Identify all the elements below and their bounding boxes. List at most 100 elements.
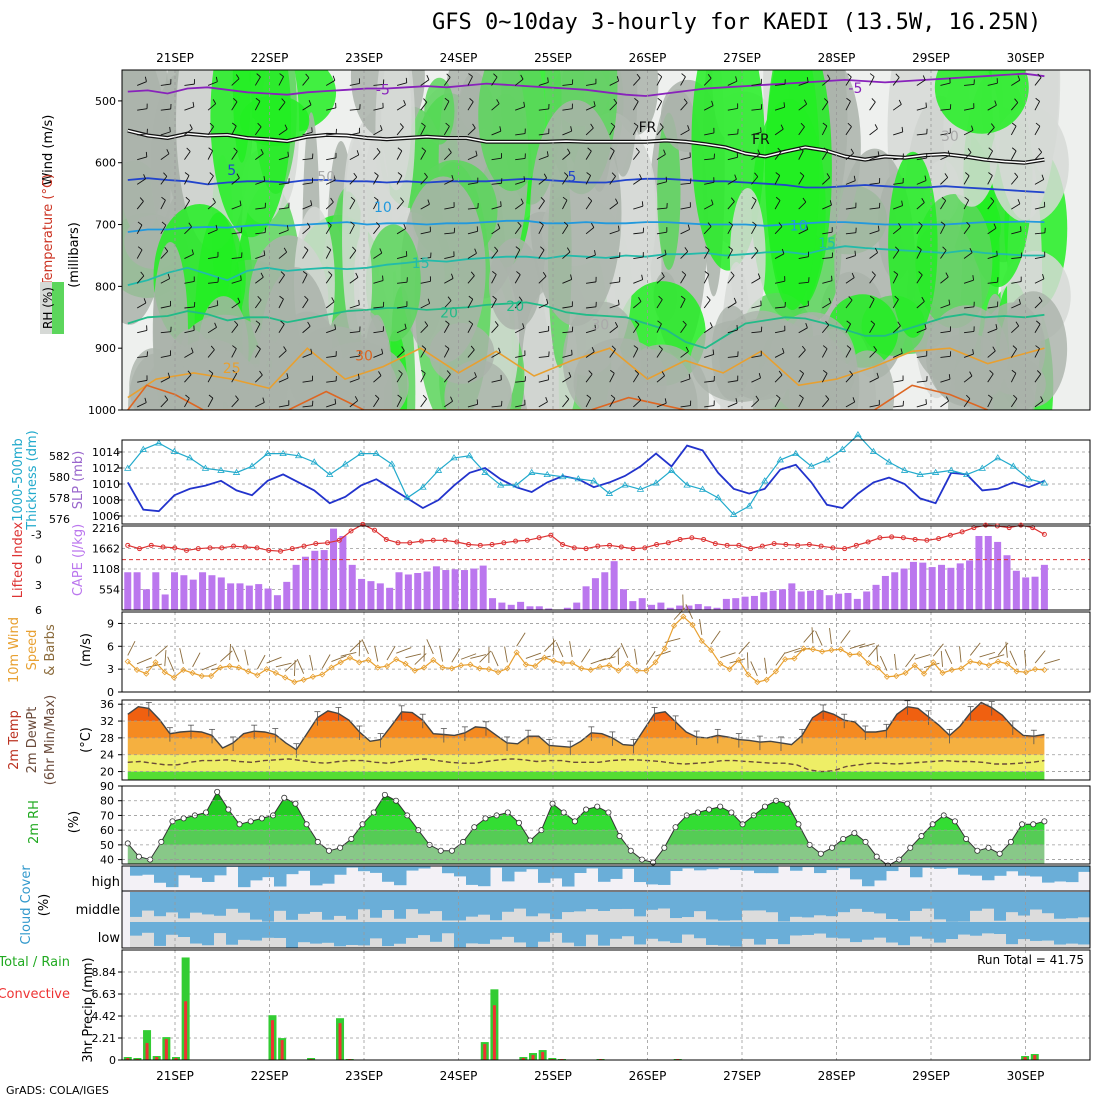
cloud-mid-bar bbox=[214, 892, 227, 916]
wind-barb bbox=[278, 350, 287, 358]
wind-barb-flag bbox=[736, 325, 738, 331]
li-ytick-label: 0 bbox=[35, 554, 42, 567]
wind-speed-point bbox=[346, 654, 354, 661]
wind-barb-flag bbox=[871, 271, 876, 276]
wind-barb-flag bbox=[898, 222, 902, 228]
wind-barb bbox=[821, 373, 828, 383]
thickness-point bbox=[217, 466, 225, 473]
cloud-low-bar bbox=[250, 922, 263, 941]
wind-barb bbox=[491, 130, 502, 136]
wind-barb-flag bbox=[965, 394, 971, 400]
wind-barb bbox=[916, 133, 927, 136]
wind-barb-10m bbox=[1005, 641, 1008, 658]
wind-barb bbox=[467, 76, 473, 86]
cape-bar bbox=[535, 606, 543, 610]
wind-barb-flag bbox=[847, 73, 852, 78]
wind-barb bbox=[1010, 150, 1017, 160]
cloud-low-bar bbox=[922, 922, 935, 939]
rh-point bbox=[437, 847, 444, 854]
cape-bar bbox=[451, 569, 459, 610]
cape-bar bbox=[526, 606, 534, 610]
cloud-mid-bar bbox=[1066, 892, 1079, 919]
cloud-low-bar bbox=[526, 922, 539, 948]
wind-speed-point bbox=[828, 647, 835, 654]
wind-barb-flag bbox=[588, 370, 593, 375]
wind-speed-point bbox=[254, 672, 261, 679]
cloud-low-bar bbox=[622, 922, 635, 937]
wind-ylabel-speed: Speed bbox=[25, 630, 40, 671]
rh-point bbox=[348, 835, 355, 842]
cloud-high-bar bbox=[1030, 866, 1043, 877]
cloud-low-bar bbox=[418, 922, 431, 936]
wind-barb-flag bbox=[854, 250, 856, 256]
wind-barb-flag bbox=[893, 271, 899, 275]
wind-barb-10m bbox=[879, 655, 888, 671]
wind-barb-flag bbox=[684, 247, 689, 252]
cloud-mid-bar bbox=[814, 892, 827, 916]
wind-barb bbox=[845, 255, 856, 259]
wind-barb-flag bbox=[924, 175, 927, 181]
wind-barb-flag bbox=[279, 295, 284, 300]
wind-barb-flag bbox=[711, 199, 714, 205]
rh-point bbox=[258, 815, 265, 822]
cloud-high-bar bbox=[850, 866, 863, 880]
wind-barb bbox=[562, 130, 572, 136]
wind-barb bbox=[420, 101, 428, 111]
slp-ytick-label: 1012 bbox=[92, 462, 120, 475]
wind-barb bbox=[845, 323, 852, 333]
wind-barb-flag bbox=[967, 148, 972, 153]
wind-barb bbox=[231, 177, 240, 185]
cloud-low-bar bbox=[730, 922, 743, 947]
wind-barb bbox=[821, 101, 829, 111]
wind-barb-flag bbox=[822, 369, 828, 374]
wind-barb bbox=[184, 329, 195, 334]
cape-bar bbox=[881, 575, 889, 610]
wind-barb bbox=[255, 207, 266, 210]
thickness-point bbox=[139, 445, 147, 452]
cloud-mid-bar bbox=[670, 892, 683, 919]
cloud-mid-bar bbox=[526, 892, 539, 917]
wind-barb bbox=[704, 405, 715, 408]
thickness-point bbox=[248, 462, 256, 469]
wind-barb-flag bbox=[331, 297, 335, 303]
wind-barb bbox=[774, 175, 781, 185]
wind-barb-10m bbox=[959, 646, 962, 663]
cloud-mid-bar bbox=[1006, 892, 1019, 913]
wind-barb-flag bbox=[775, 172, 780, 176]
wind-barb bbox=[869, 128, 878, 136]
wind-barb-flag bbox=[822, 122, 828, 127]
cloud-high-bar bbox=[862, 866, 875, 887]
wind-barb-10m bbox=[590, 658, 606, 665]
wind-barb-flag bbox=[358, 299, 360, 306]
rh-point bbox=[1007, 838, 1014, 845]
cape-bar bbox=[666, 607, 674, 610]
wind-barb-flag bbox=[874, 124, 878, 130]
wind-barb bbox=[987, 373, 994, 383]
wind-barb bbox=[704, 132, 715, 136]
wind-barb-10m bbox=[849, 643, 866, 650]
wind-barb bbox=[444, 179, 454, 185]
wind-barb bbox=[751, 200, 757, 210]
wind-speed-point bbox=[550, 657, 557, 664]
wind-barb bbox=[1011, 203, 1021, 210]
cloud-low-bar bbox=[406, 922, 419, 938]
date-label-top: 23SEP bbox=[345, 51, 383, 65]
rh-point bbox=[281, 794, 288, 801]
wind-speed-point bbox=[217, 664, 224, 671]
wind-barb bbox=[940, 276, 949, 284]
li-ytick-label: 6 bbox=[35, 604, 42, 617]
thickness-point bbox=[854, 430, 862, 438]
wind-barb-flag bbox=[192, 101, 195, 107]
rh-point bbox=[951, 818, 958, 825]
cape-bar bbox=[853, 598, 861, 610]
wind-barb bbox=[1034, 206, 1045, 210]
wind-barb-flag bbox=[563, 221, 569, 226]
cloud-high-bar bbox=[274, 866, 287, 887]
wind-speed-point bbox=[920, 670, 928, 677]
upper-ytick-label: 1000 bbox=[88, 404, 116, 417]
wind-barb bbox=[514, 274, 521, 284]
cape-bar bbox=[236, 583, 244, 610]
wind-barb-flag bbox=[279, 73, 284, 77]
wind-barb bbox=[940, 200, 947, 210]
cape-bar bbox=[891, 572, 899, 610]
